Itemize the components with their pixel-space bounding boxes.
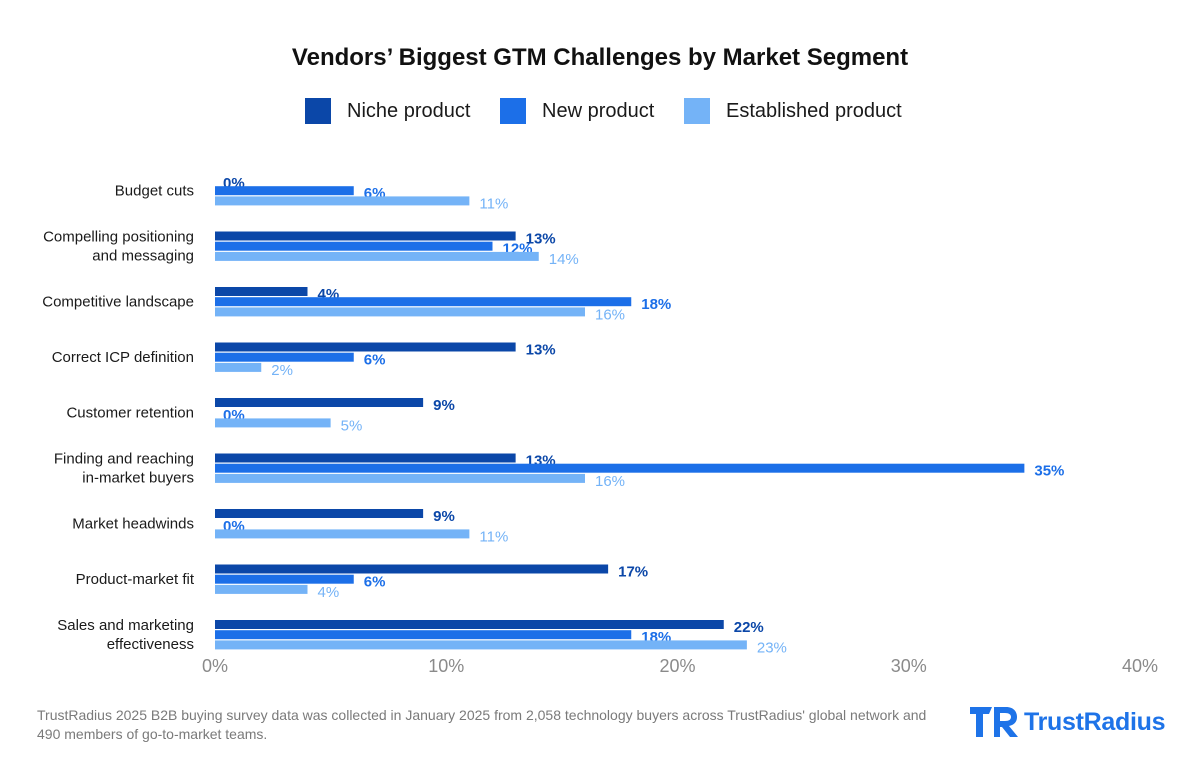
legend-swatch [684,98,710,124]
category-label: Sales and marketing effectiveness [57,617,194,653]
data-label: 13% [526,342,556,359]
data-label: 23% [757,639,787,656]
bar [215,584,308,594]
data-label: 22% [734,619,764,636]
bar [215,620,724,629]
legend-item: New product [500,96,654,126]
legend: Niche product New product Established prod… [0,96,1200,126]
category-label: Customer retention [66,405,194,422]
legend-label: Niche product [347,99,471,122]
category-label-line: Sales and marketing [57,617,194,634]
data-label: 11% [479,195,508,212]
bar [215,630,632,640]
bar [215,453,516,463]
data-label: 2% [271,362,293,379]
data-label: 6% [364,352,386,369]
bar [215,473,585,483]
bar [215,418,331,428]
data-label: 4% [318,584,340,601]
category-label-line: Market headwinds [72,516,194,533]
trustradius-logo: TrustRadius [968,703,1165,741]
logo-text: TrustRadius [1024,707,1166,736]
data-label: 9% [433,508,455,525]
bar [215,529,470,539]
data-label: 9% [433,397,455,414]
category-label-line: Correct ICP definition [52,349,194,366]
category-label-line: Customer retention [66,405,194,422]
data-label: 17% [618,564,648,581]
bar [215,463,1025,473]
category-label-line: Product-market fit [76,571,195,588]
data-label: 35% [1034,463,1064,480]
bar [215,509,424,518]
category-label: Competitive landscape [42,294,194,311]
data-label: 5% [341,417,363,434]
category-label: Correct ICP definition [52,349,194,366]
legend-swatch [305,98,331,124]
category-label: Finding and reaching in-market buyers [54,451,194,487]
legend-item: Established product [684,96,902,126]
category-label-line: and messaging [92,248,194,265]
bar [215,640,747,650]
category-label-line: effectiveness [107,636,194,653]
data-label: 16% [595,306,625,323]
category-label: Budget cuts [115,183,194,200]
chart-plot: Budget cuts 0% 6% 11% Compelling positioning… [42,175,1158,676]
category-label: Product-market fit [76,571,195,588]
category-label-line: Finding and reaching [54,451,194,468]
bar [215,241,493,251]
bar [215,362,262,372]
legend-label: New product [542,99,655,122]
data-label: 6% [364,574,386,591]
bar [215,564,609,574]
bar [215,342,516,352]
x-tick-label: 10% [428,656,464,676]
data-label: 13% [526,231,556,248]
bar [215,287,308,296]
data-label: 16% [595,473,625,490]
footnote: TrustRadius 2025 B2B buying survey data … [37,707,927,742]
bar [215,231,516,241]
x-tick-label: 20% [659,656,695,676]
legend-swatch [500,98,526,124]
legend-item: Niche product [305,96,470,126]
trustradius-logo-icon [970,707,1018,737]
legend-label: Established product [726,99,902,122]
category-label: Market headwinds [72,516,194,533]
bar [215,297,632,307]
bar [215,574,354,584]
x-tick-label: 40% [1122,656,1158,676]
bar [215,307,585,317]
x-tick-label: 30% [891,656,927,676]
category-label-line: Compelling positioning [43,229,194,246]
x-tick-label: 0% [202,656,228,676]
chart-title: Vendors’ Biggest GTM Challenges by Marke… [291,44,909,71]
category-label: Compelling positioning and messaging [43,229,194,265]
data-label: 18% [641,296,671,313]
bar [215,398,424,407]
bar [215,186,354,196]
data-label: 11% [479,528,508,545]
category-label-line: Competitive landscape [42,294,194,311]
data-label: 14% [549,251,579,268]
category-label-line: in-market buyers [82,470,194,487]
bar [215,251,539,261]
bar [215,196,470,206]
category-label-line: Budget cuts [115,183,194,200]
bar [215,352,354,362]
